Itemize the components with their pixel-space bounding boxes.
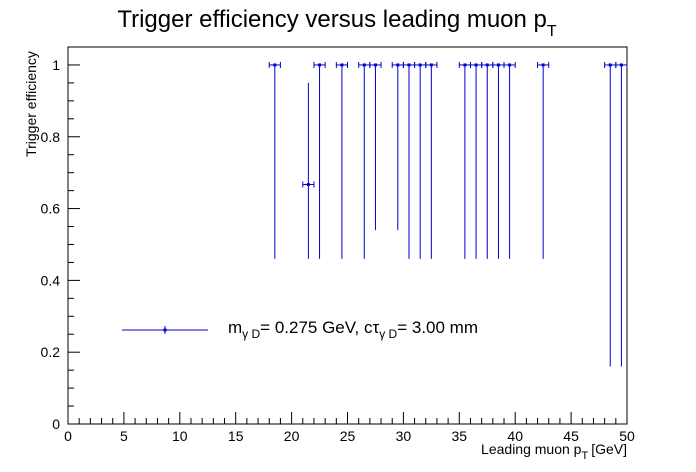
- data-point: [469, 61, 483, 259]
- point-marker: [373, 63, 377, 67]
- x-tick-label: 25: [340, 428, 356, 444]
- data-point: [369, 61, 382, 231]
- x-axis-label-unit: [GeV]: [591, 441, 627, 457]
- legend: mγ D= 0.275 GeV, cτγ D= 3.00 mm: [122, 318, 478, 341]
- point-marker: [362, 63, 366, 67]
- point-marker: [418, 63, 422, 67]
- point-marker: [463, 63, 467, 67]
- data-point: [503, 61, 516, 259]
- point-marker: [496, 63, 500, 67]
- data-point: [302, 82, 315, 259]
- data-points: [268, 61, 628, 367]
- point-marker: [619, 63, 623, 67]
- legend-entry: mγ D= 0.275 GeV, cτγ D= 3.00 mm: [228, 318, 478, 341]
- data-point: [615, 61, 628, 367]
- x-tick-label: 50: [619, 428, 635, 444]
- y-tick-label: 0.2: [41, 344, 61, 360]
- data-point: [335, 61, 348, 259]
- axis-ticks: 0 5 10 15 20 25 30 35 40 45 50 0 0.2 0.4 0.6 0.8 1: [41, 46, 635, 444]
- point-marker: [541, 63, 545, 67]
- point-marker: [429, 63, 433, 67]
- point-marker: [340, 63, 344, 67]
- x-tick-label: 45: [563, 428, 579, 444]
- legend-marker: [163, 328, 167, 332]
- x-axis-label: Leading muon pT [GeV]: [481, 441, 627, 462]
- data-point: [402, 61, 416, 259]
- y-tick-label: 0.4: [41, 272, 61, 288]
- data-point: [414, 61, 427, 259]
- data-point: [313, 61, 326, 259]
- chart-title-main: Trigger efficiency versus leading muon p: [117, 6, 547, 33]
- point-marker: [407, 63, 411, 67]
- x-tick-label: 10: [172, 428, 188, 444]
- data-point: [425, 61, 438, 259]
- x-tick-label: 5: [120, 428, 128, 444]
- y-axis-label: Trigger efficiency: [23, 51, 39, 157]
- x-tick-label: 40: [507, 428, 523, 444]
- point-marker: [608, 63, 612, 67]
- x-tick-label: 20: [284, 428, 300, 444]
- x-axis-label-main: Leading muon p: [481, 441, 582, 457]
- x-tick-label: 15: [228, 428, 244, 444]
- y-tick-label: 1: [52, 57, 60, 73]
- data-point: [458, 61, 471, 259]
- y-tick-label: 0.6: [41, 201, 61, 217]
- data-point: [492, 61, 505, 259]
- point-marker: [508, 63, 512, 67]
- point-marker: [485, 63, 489, 67]
- data-point: [537, 61, 550, 259]
- y-tick-label: 0.8: [41, 129, 61, 145]
- point-marker: [396, 63, 400, 67]
- chart-title-subscript: T: [547, 23, 557, 40]
- point-marker: [474, 63, 478, 67]
- y-tick-label: 0: [52, 416, 60, 432]
- data-point: [391, 61, 404, 231]
- x-axis-label-subscript: T: [581, 450, 588, 462]
- data-point: [358, 61, 371, 259]
- point-marker: [318, 63, 322, 67]
- data-point: [604, 61, 617, 367]
- x-tick-label: 30: [396, 428, 412, 444]
- x-tick-label: 0: [64, 428, 72, 444]
- data-point: [268, 61, 281, 259]
- point-marker: [273, 63, 277, 67]
- x-tick-label: 35: [452, 428, 468, 444]
- point-marker: [306, 183, 310, 187]
- data-point: [481, 61, 494, 259]
- chart-title: Trigger efficiency versus leading muon p…: [117, 6, 557, 40]
